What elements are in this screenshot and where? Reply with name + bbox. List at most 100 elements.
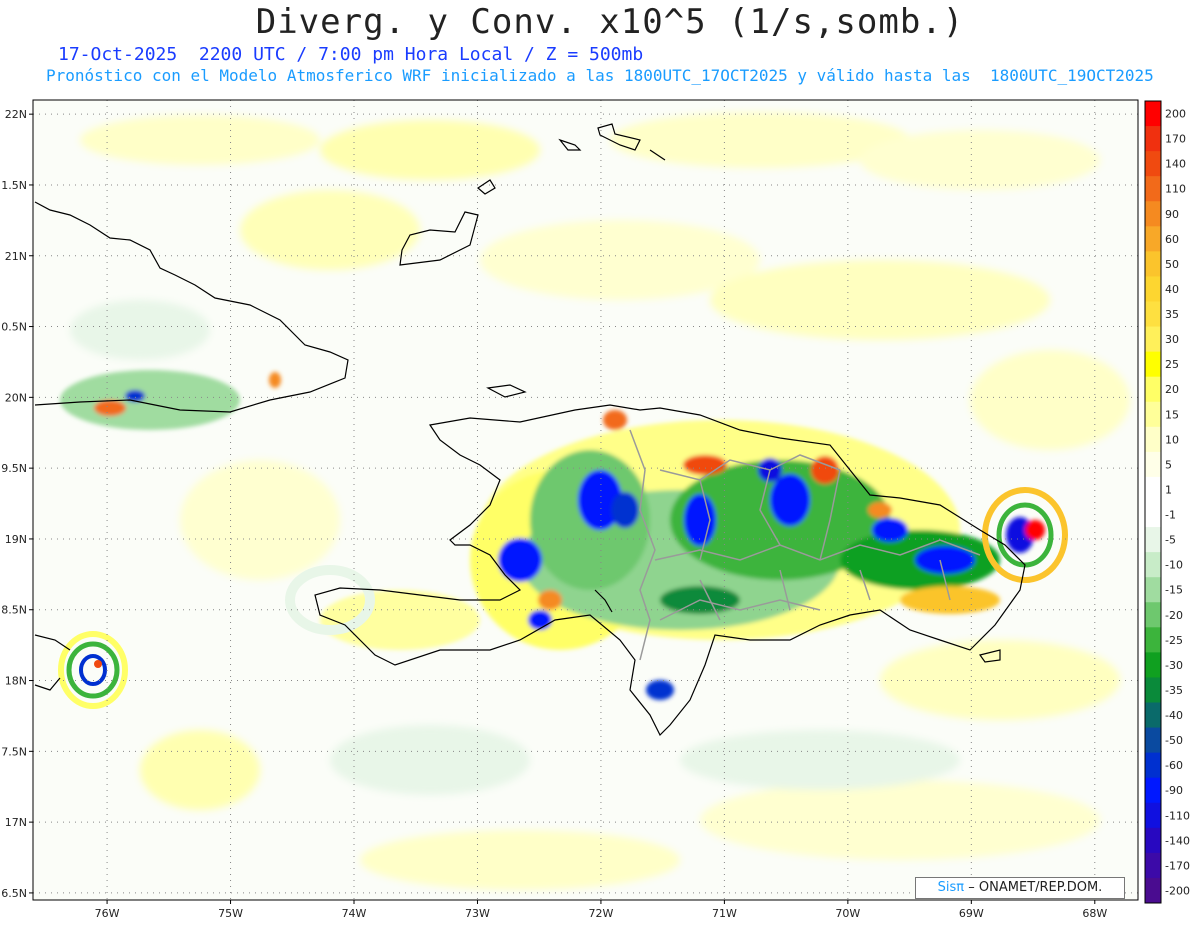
lat-tick-label: 1.5N <box>1 179 27 192</box>
colorbar-label: -25 <box>1165 634 1183 647</box>
colorbar-label: -35 <box>1165 684 1183 697</box>
colorbar-swatch <box>1145 527 1161 553</box>
lat-tick-label: 18N <box>5 675 27 688</box>
divergence-shading <box>33 100 1138 900</box>
colorbar-swatch <box>1145 752 1161 779</box>
lon-tick-label: 72W <box>588 907 613 920</box>
province-borders <box>629 429 981 661</box>
colorbar-label: 30 <box>1165 333 1179 346</box>
colorbar-swatch <box>1145 451 1161 478</box>
colorbar-swatch <box>1145 827 1161 854</box>
colorbar-label: -5 <box>1165 534 1176 547</box>
colorbar-swatch <box>1145 201 1161 227</box>
colorbar-label: -1 <box>1165 509 1176 522</box>
lon-tick-label: 75W <box>218 907 243 920</box>
colorbar-label: 170 <box>1165 133 1186 146</box>
colorbar-label: 110 <box>1165 183 1186 196</box>
coastlines <box>34 123 1026 737</box>
lat-tick-label: 19N <box>5 533 27 546</box>
lon-tick-label: 74W <box>342 907 367 920</box>
lat-tick-label: 17N <box>5 816 27 829</box>
colorbar-swatch <box>1145 126 1161 152</box>
colorbar-label: 35 <box>1165 308 1179 321</box>
colorbar-label: -110 <box>1165 809 1190 822</box>
valid-time-subtitle: 17-Oct-2025 2200 UTC / 7:00 pm Hora Loca… <box>58 44 644 65</box>
colorbar-swatch <box>1145 777 1161 804</box>
colorbar-label: 10 <box>1165 433 1179 446</box>
colorbar-label: -140 <box>1165 834 1190 847</box>
lat-tick-label: 7.5N <box>1 745 27 758</box>
lon-tick-label: 70W <box>835 907 860 920</box>
colorbar-label: 40 <box>1165 283 1179 296</box>
colorbar-swatch <box>1145 226 1161 252</box>
credit-text: – ONAMET/REP.DOM. <box>968 880 1103 895</box>
lat-tick-label: 6.5N <box>1 887 27 900</box>
colorbar-swatch <box>1145 326 1161 353</box>
colorbar-label: -200 <box>1165 884 1190 897</box>
colorbar-label: -20 <box>1165 609 1183 622</box>
latitude-labels: 22N 1.5N 21N 0.5N 20N 9.5N 19N 8.5N 18N 7.5N 17N 6.… <box>1 108 33 900</box>
colorbar-label: -30 <box>1165 659 1183 672</box>
colorbar-swatch <box>1145 276 1161 302</box>
colorbar-swatch <box>1145 301 1161 328</box>
colorbar-swatch <box>1145 727 1161 754</box>
colorbar-label: 15 <box>1165 408 1179 421</box>
colorbar-label: -10 <box>1165 559 1183 572</box>
colorbar-swatch <box>1145 852 1161 879</box>
lat-tick-label: 20N <box>5 391 27 404</box>
lat-tick-label: 21N <box>5 250 27 263</box>
lat-tick-label: 9.5N <box>1 462 27 475</box>
colorbar-label: -90 <box>1165 784 1183 797</box>
colorbar-swatch <box>1145 351 1161 378</box>
colorbar-label: 90 <box>1165 208 1179 221</box>
colorbar: 200 170 140 110 90 60 50 40 35 30 25 20 15 10 5 1 -1 -5 -1… <box>1144 100 1190 904</box>
graticule <box>33 100 1138 900</box>
colorbar-swatch <box>1145 176 1161 202</box>
colorbar-swatch <box>1145 702 1161 729</box>
lon-tick-label: 76W <box>95 907 120 920</box>
lon-tick-label: 73W <box>465 907 490 920</box>
colorbar-swatch <box>1145 802 1161 829</box>
colorbar-swatch <box>1145 376 1161 403</box>
colorbar-label: 20 <box>1165 383 1179 396</box>
colorbar-swatch <box>1145 652 1161 678</box>
colorbar-label: -60 <box>1165 759 1183 772</box>
colorbar-swatch <box>1145 251 1161 277</box>
colorbar-swatch <box>1145 151 1161 177</box>
lon-tick-label: 69W <box>959 907 984 920</box>
colorbar-frame <box>1144 100 1162 904</box>
colorbar-label: 50 <box>1165 258 1179 271</box>
colorbar-label: -40 <box>1165 709 1183 722</box>
colorbar-swatch <box>1145 101 1161 127</box>
colorbar-swatch <box>1145 877 1161 904</box>
colorbar-swatch <box>1145 426 1161 453</box>
lon-tick-label: 71W <box>712 907 737 920</box>
lat-tick-label: 8.5N <box>1 604 27 617</box>
colorbar-label: 200 <box>1165 108 1186 121</box>
colorbar-swatch <box>1145 401 1161 428</box>
colorbar-label: 1 <box>1165 483 1172 496</box>
lat-tick-label: 22N <box>5 108 27 121</box>
forecast-info-subtitle: Pronóstico con el Modelo Atmosferico WRF… <box>46 66 1154 85</box>
credit-brand: Sisπ <box>937 880 965 895</box>
colorbar-swatch <box>1145 476 1161 503</box>
colorbar-label: 5 <box>1165 458 1172 471</box>
colorbar-label: 140 <box>1165 158 1186 171</box>
colorbar-swatch <box>1145 627 1161 653</box>
longitude-labels: 76W 75W 74W 73W 72W 71W 70W 69W 68W <box>95 900 1107 920</box>
colorbar-swatch <box>1145 677 1161 703</box>
colorbar-swatch <box>1145 577 1161 603</box>
colorbar-label: -15 <box>1165 584 1183 597</box>
colorbar-swatch <box>1145 552 1161 578</box>
lat-tick-label: 0.5N <box>1 321 27 334</box>
colorbar-swatch <box>1145 602 1161 628</box>
colorbar-swatch <box>1145 502 1161 528</box>
colorbar-label: -50 <box>1165 734 1183 747</box>
credit-box: Sisπ – ONAMET/REP.DOM. <box>915 877 1125 899</box>
colorbar-label: 60 <box>1165 233 1179 246</box>
plot-frame <box>32 99 1139 901</box>
colorbar-label: 25 <box>1165 358 1179 371</box>
chart-title: Diverg. y Conv. x10^5 (1/s,somb.) <box>255 2 965 42</box>
lon-tick-label: 68W <box>1082 907 1107 920</box>
